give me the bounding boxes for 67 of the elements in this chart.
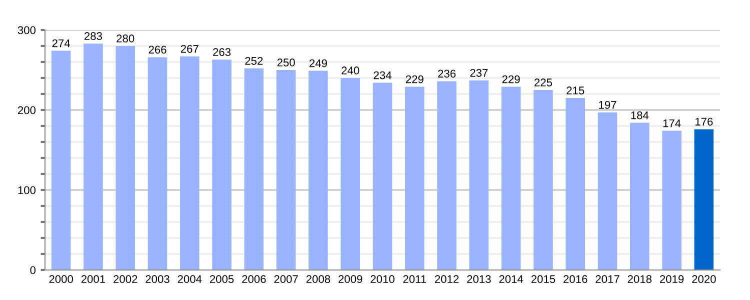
bar [84,44,103,270]
x-tick-label: 2009 [338,275,362,284]
data-label: 225 [534,78,552,86]
bar [308,70,328,270]
data-label: 174 [663,119,681,128]
bar [469,80,489,270]
bar [180,56,200,270]
x-tick-label: 2017 [596,275,620,284]
x-tick-label: 2000 [49,275,73,284]
data-label: 229 [502,75,520,84]
x-tick-label: 2003 [146,275,170,284]
data-label: 267 [180,44,198,53]
bar [51,50,71,270]
bar [630,122,650,270]
data-label: 236 [438,70,456,78]
bar [116,46,135,270]
x-tick-label: 2020 [692,275,716,284]
y-tick-label: 0 [30,266,36,274]
data-label: 184 [631,111,649,120]
data-label: 252 [245,56,263,65]
x-tick-label: 2001 [81,275,106,284]
data-label: 234 [374,71,392,80]
x-tick-label: 2018 [628,275,652,284]
data-label: 197 [599,100,616,109]
x-tick-label: 2004 [178,275,202,284]
x-tick-label: 2015 [531,275,556,284]
bar [212,60,232,270]
bar [276,70,296,270]
bar [694,129,714,270]
data-label: 237 [470,68,488,77]
data-label: 266 [148,46,166,54]
bar [340,78,360,270]
x-tick-label: 2013 [467,275,491,284]
data-label: 176 [696,118,713,126]
data-label: 240 [342,66,360,74]
bar [148,57,168,270]
y-tick-label: 200 [18,106,36,114]
y-tick-label: 300 [18,26,36,34]
x-tick-label: 2019 [660,275,684,284]
x-tick-label: 2006 [242,275,266,284]
x-tick-label: 2007 [274,275,298,284]
data-label: 280 [116,34,134,42]
x-tick-label: 2016 [564,275,588,284]
data-label: 263 [213,48,231,56]
bar [566,98,585,270]
bar [534,90,553,270]
data-label: 249 [310,59,327,68]
data-label: 229 [406,75,424,84]
data-label: 274 [52,39,70,48]
bar [405,86,424,270]
y-tick-label: 100 [18,186,36,194]
data-label: 250 [277,58,295,66]
x-tick-label: 2012 [434,275,459,284]
x-tick-label: 2014 [499,275,524,284]
x-tick-label: 2010 [370,275,394,284]
x-tick-label: 2002 [114,275,138,284]
bar [662,130,682,270]
bar [372,82,392,270]
bar [501,86,521,270]
x-tick-label: 2008 [306,275,330,284]
bar [598,112,618,270]
x-tick-label: 2011 [403,275,426,284]
x-tick-label: 2005 [210,275,234,284]
data-label: 283 [84,32,102,40]
data-label: 215 [566,86,584,94]
bar [437,81,456,270]
bar [244,68,264,270]
